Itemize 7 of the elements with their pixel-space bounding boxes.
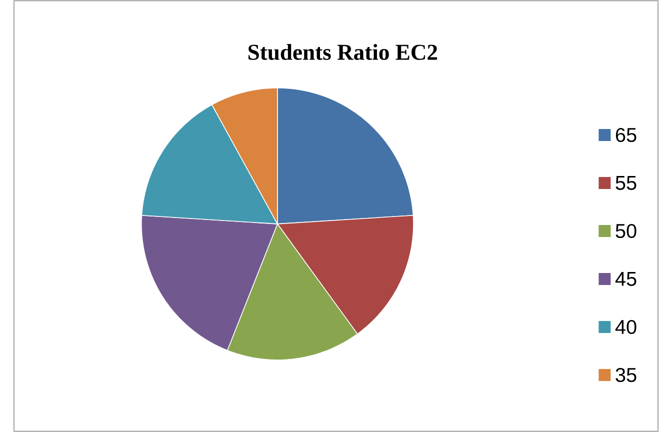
legend-label: 65 bbox=[616, 128, 636, 142]
legend-label: 45 bbox=[615, 272, 636, 286]
legend-label: 40 bbox=[615, 320, 636, 334]
legend-label: 50 bbox=[616, 224, 636, 238]
chart-title: Students Ratio EC2 bbox=[248, 44, 438, 60]
legend-label: 55 bbox=[616, 176, 636, 190]
legend-label: 35 bbox=[616, 368, 636, 382]
